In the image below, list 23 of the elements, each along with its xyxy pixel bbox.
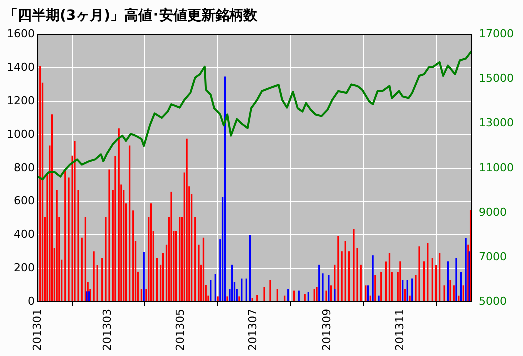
y-tick-label: 1400: [6, 61, 35, 74]
y2-tick-label: 11000: [479, 161, 514, 174]
x-tick-label: 201309: [320, 309, 334, 352]
x-tick-label: 201305: [174, 309, 187, 352]
x-tick-label: 201307: [246, 309, 260, 352]
y2-tick-label: 5000: [479, 294, 508, 308]
y-tick-label: 400: [14, 228, 35, 242]
y-tick-label: 1200: [6, 94, 35, 108]
y-tick-label: 800: [14, 161, 35, 174]
y-tick-label: 200: [14, 261, 35, 274]
x-tick-label: 201311: [393, 309, 406, 352]
x-tick-label: 201303: [101, 309, 114, 352]
y-tick-label: 600: [14, 194, 35, 208]
y-tick-label: 0: [28, 294, 35, 308]
chart-title: 「四半期(3ヶ月)」高値･安値更新銘柄数: [4, 7, 259, 24]
y2-tick-label: 13000: [479, 116, 514, 130]
y-tick-label: 1000: [6, 128, 35, 141]
x-tick-label: 201301: [30, 309, 44, 352]
y2-tick-label: 9000: [479, 206, 508, 219]
y2-tick-label: 7000: [479, 250, 508, 264]
y2-tick-label: 15000: [479, 72, 514, 86]
y-tick-label: 1600: [6, 28, 35, 41]
y2-tick-label: 17000: [479, 28, 514, 41]
